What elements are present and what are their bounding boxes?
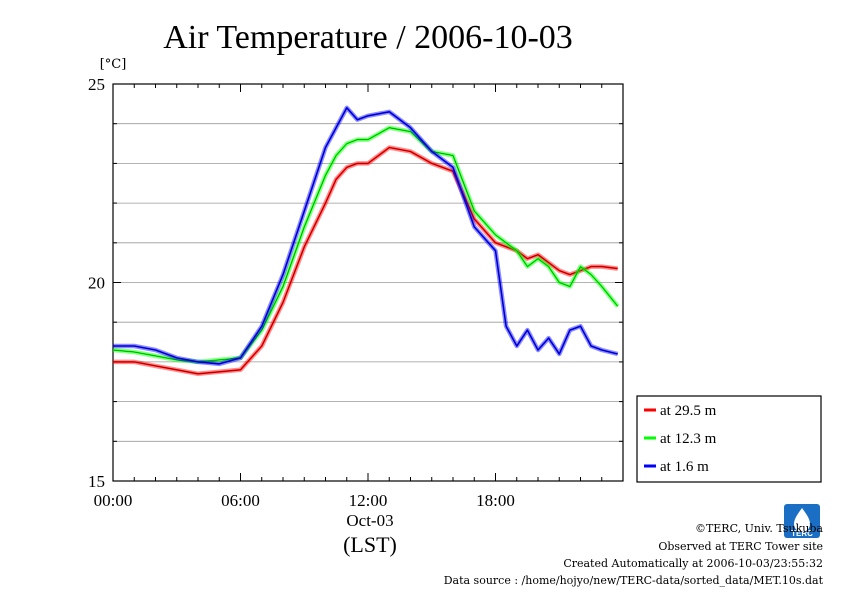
- series-halo-2: [113, 105, 619, 367]
- series-core-1: [112, 127, 618, 363]
- created-text: Created Automatically at 2006-10-03/23:5…: [563, 557, 823, 570]
- terc-logo: TERC: [784, 504, 820, 538]
- x-tick-label: 00:00: [94, 491, 133, 510]
- y-axis-unit: [°C]: [100, 57, 127, 72]
- grid-lines: [113, 123, 623, 442]
- series-core-0: [113, 147, 618, 375]
- x-tick-label: 06:00: [221, 491, 260, 510]
- logo-text: TERC: [791, 529, 813, 538]
- copyright-text: ©TERC, Univ. Tsukuba: [695, 522, 823, 535]
- y-tick-label: 15: [88, 472, 105, 491]
- series-line-2: [113, 107, 618, 365]
- legend-box: [636, 395, 822, 483]
- x-tick-label: 18:00: [476, 491, 515, 510]
- series-core-2: [113, 107, 618, 365]
- x-tick-label: 12:00: [349, 491, 388, 510]
- observed-text: Observed at TERC Tower site: [658, 540, 823, 553]
- legend-label-2: at 1.6 m: [660, 459, 709, 475]
- chart-title: Air Temperature / 2006-10-03: [163, 19, 573, 56]
- y-tick-label: 20: [88, 274, 105, 293]
- axis-ticks: 15 20 25 00:00 06:00 12:00 18:00: [88, 75, 624, 510]
- series-lines: [112, 105, 620, 377]
- y-tick-label: 25: [88, 75, 105, 94]
- data-source-text: Data source : /home/hojyo/new/TERC-data/…: [444, 574, 824, 587]
- legend-label-0: at 29.5 m: [660, 403, 717, 419]
- x-axis-label: (LST): [343, 532, 397, 557]
- legend: at 29.5 m at 12.3 m at 1.6 m: [636, 395, 822, 483]
- water-drop-icon: [794, 508, 810, 532]
- legend-label-1: at 12.3 m: [660, 431, 717, 447]
- x-date-label: Oct-03: [346, 511, 393, 530]
